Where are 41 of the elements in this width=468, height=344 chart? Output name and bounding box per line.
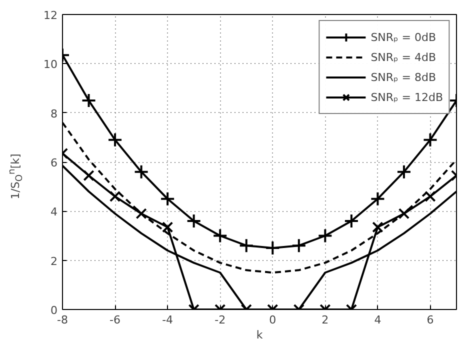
point xyxy=(212,228,228,244)
point xyxy=(108,132,123,148)
point xyxy=(186,214,202,228)
point xyxy=(396,164,412,180)
point xyxy=(370,191,386,206)
y-tick-label: 10 xyxy=(44,58,58,72)
point xyxy=(265,240,280,256)
point xyxy=(83,170,94,182)
x-tick-label: 6 xyxy=(426,314,434,326)
legend-label: SNRₚ = 12dB xyxy=(370,90,443,104)
point xyxy=(109,190,121,202)
point xyxy=(134,164,149,180)
point xyxy=(344,214,359,228)
x-tick-label: -8 xyxy=(57,314,68,326)
legend-label: SNRₚ = 0dB xyxy=(370,30,436,44)
y-tick-label: 4 xyxy=(50,206,58,219)
y-tick-label: 12 xyxy=(44,9,58,22)
y-tick-label: 2 xyxy=(50,254,58,268)
legend-label: SNRₚ = 8dB xyxy=(370,70,436,84)
point xyxy=(422,132,438,148)
point xyxy=(398,208,410,220)
x-axis-title: k xyxy=(256,328,264,342)
x-tick-label: -2 xyxy=(214,314,226,326)
x-tick-label: -6 xyxy=(110,314,121,326)
point xyxy=(136,208,147,220)
point xyxy=(162,222,174,233)
point xyxy=(372,222,384,233)
legend-label: SNRₚ = 4dB xyxy=(370,50,436,64)
y-tick-label: 6 xyxy=(50,156,58,170)
y-tick-label: 8 xyxy=(50,107,58,120)
point xyxy=(424,190,436,202)
x-tick-label: 0 xyxy=(269,314,276,326)
point xyxy=(238,238,254,254)
x-tick-label: 4 xyxy=(374,314,382,326)
point xyxy=(81,93,96,108)
y-tick-label: 0 xyxy=(50,304,58,317)
x-tick-label: 2 xyxy=(322,314,329,326)
x-tick-label: -4 xyxy=(162,314,174,326)
point xyxy=(318,228,333,244)
point xyxy=(160,191,176,206)
point xyxy=(291,238,306,254)
